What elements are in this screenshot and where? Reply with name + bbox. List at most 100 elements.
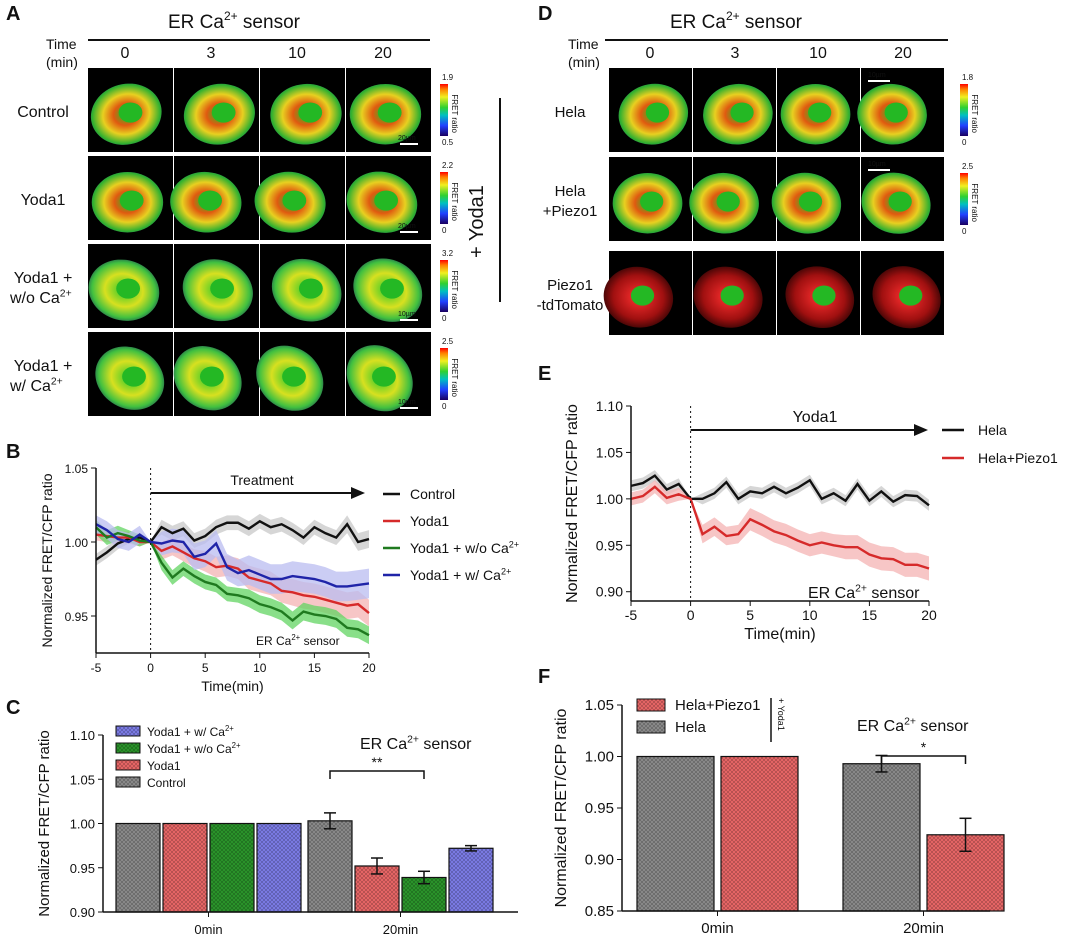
y-tick-label: 1.00 <box>596 491 623 507</box>
panel-d-tile-nucleus <box>798 191 823 212</box>
colorbar <box>960 84 968 136</box>
panel-d-tile-nucleus <box>645 102 670 123</box>
panel-a-time-3: 3 <box>207 45 216 62</box>
panel-e-letter: E <box>538 363 551 385</box>
panel-a-row-label-2-sup: 2+ <box>51 377 63 388</box>
colorbar-min: 0 <box>442 314 447 323</box>
panel-d-tile-nucleus <box>730 102 754 123</box>
legend-label-3: Yoda1 + w/ Ca2+ <box>410 566 511 583</box>
legend-label-2: Yoda1 + w/o Ca2+ <box>410 539 519 556</box>
panel-a-tile-nucleus <box>119 190 144 211</box>
panel-a-time-10: 10 <box>288 45 306 62</box>
panel-a-time-20: 20 <box>374 45 392 62</box>
x-tick-label: 10 <box>253 661 267 675</box>
y-tick-label: 0.90 <box>596 584 623 600</box>
panel-d-tile-nucleus <box>888 191 912 212</box>
colorbar-label: FRET ratio <box>450 94 459 133</box>
panel-a-tile-nucleus <box>116 278 141 299</box>
panel-a-title: ER Ca2+ sensor <box>168 9 301 33</box>
panel-b-line-chart: -5 0 5 10 15 20 0.95 1.00 1.05 Time(min) Normalize… <box>39 462 519 694</box>
sensor-annotation-sup: 2+ <box>855 584 867 595</box>
x-tick-label: 5 <box>202 661 209 675</box>
panel-d: D ER Ca2+ sensor Time (min) 0 3 10 20 10µm H… <box>537 3 979 335</box>
panel-d-time-unit: (min) <box>568 54 600 70</box>
panel-a-letter: A <box>6 3 20 25</box>
y-tick-label: 0.90 <box>70 905 95 920</box>
legend-label-0-sup: 2+ <box>225 724 234 733</box>
legend-label-0-main: Yoda1 + w/ Ca <box>147 725 225 739</box>
colorbar-min: 0 <box>442 402 447 411</box>
panel-c: C 0min 20min 0.90 0.95 1.00 1.05 1.10 Normalize… <box>6 697 518 936</box>
category-label: 0min <box>194 922 222 936</box>
legend-label-1: Hela <box>675 719 707 736</box>
colorbar-min: 0.5 <box>442 138 454 147</box>
legend-label-0: Hela+Piezo1 <box>675 697 760 714</box>
bar-hela <box>842 763 921 912</box>
sensor-annotation: ER Ca2+ sensor <box>808 584 920 602</box>
sensor-annotation-post: sensor <box>419 736 472 753</box>
legend-label-2-main: Yoda1 + w/o Ca <box>410 540 509 556</box>
significance-bracket <box>329 770 425 779</box>
y-tick-label: 0.95 <box>596 537 623 553</box>
category-label: 0min <box>701 920 734 936</box>
scale-bar-label: 20µm <box>398 223 416 230</box>
panel-d-tile-nucleus <box>899 285 923 306</box>
panel-d-time-0: 0 <box>646 45 655 62</box>
legend-label-3-sup: 2+ <box>501 566 511 576</box>
legend-label-2-sup: 2+ <box>509 539 519 549</box>
panel-c-letter: C <box>6 697 20 719</box>
panel-a-row-label: Control <box>17 104 69 121</box>
panel-a: A ER Ca2+ sensor Time (min) 0 3 10 20 20µm C… <box>6 3 501 416</box>
panel-d-letter: D <box>538 3 552 25</box>
legend-label-1: Yoda1 <box>410 513 449 529</box>
panel-a-row-label-2-main: w/o Ca <box>9 290 60 307</box>
colorbar-label: FRET ratio <box>970 94 979 133</box>
legend-swatch-3 <box>115 776 141 788</box>
legend-label-0: Yoda1 + w/ Ca2+ <box>147 724 234 739</box>
panel-a-tile-nucleus <box>298 102 323 123</box>
panel-a-image-rows: 20µm Control 1.9 0.5 FRET ratio 20µm Yoda1 2.2 0… <box>9 68 459 416</box>
sensor-annotation-main: ER Ca <box>360 736 407 753</box>
panel-f: F 0min 20min 0.85 0.90 0.95 1.00 1.05 Normalize… <box>538 666 1005 936</box>
scale-bar-label: 10µm <box>398 399 416 406</box>
panel-d-time-10: 10 <box>809 45 827 62</box>
x-tick-label: 20 <box>921 607 937 623</box>
y-axis-label: Normalized FRET/CFP ratio <box>39 473 55 647</box>
arrow-head <box>351 487 365 499</box>
significance-bracket <box>880 755 967 764</box>
series-line-0 <box>95 519 370 561</box>
panel-d-time-3: 3 <box>731 45 740 62</box>
panel-d-tile-nucleus <box>812 285 836 306</box>
x-tick-label: 15 <box>862 607 878 623</box>
yoda1-side-note: + Yoda1 <box>776 698 786 731</box>
category-label: 20min <box>903 920 944 936</box>
y-tick-label: 1.00 <box>70 817 95 832</box>
scale-bar-label: 10µm <box>868 161 886 168</box>
panel-a-tile-nucleus <box>211 102 236 123</box>
panel-d-tile-nucleus <box>808 102 832 123</box>
colorbar-min: 0 <box>962 138 967 147</box>
x-axis-label: Time(min) <box>201 678 263 694</box>
y-tick-label: 1.05 <box>596 444 623 460</box>
colorbar-max: 2.5 <box>962 162 974 171</box>
panel-d-row-label: Hela <box>555 104 587 121</box>
colorbar-label: FRET ratio <box>450 358 459 397</box>
colorbar-min: 0 <box>442 226 447 235</box>
x-axis-label: Time(min) <box>744 626 815 643</box>
scale-bar-label: 10µm <box>398 311 416 318</box>
panel-a-time-ticks: 0 3 10 20 <box>121 45 392 62</box>
colorbar-min: 0 <box>962 227 967 236</box>
legend-label-0: Hela <box>978 422 1007 438</box>
legend-label-1: Yoda1 + w/o Ca2+ <box>147 741 241 756</box>
sensor-annotation-main: ER Ca <box>808 585 855 602</box>
bar-control <box>307 820 353 913</box>
arrow-label: Treatment <box>230 472 293 488</box>
x-tick-label: 0 <box>687 607 695 623</box>
legend-label-0: Control <box>410 486 455 502</box>
sensor-annotation-post: sensor <box>867 585 920 602</box>
arrow-label: Yoda1 <box>793 409 838 426</box>
y-axis-label: Normalized FRET/CFP ratio <box>553 708 570 907</box>
